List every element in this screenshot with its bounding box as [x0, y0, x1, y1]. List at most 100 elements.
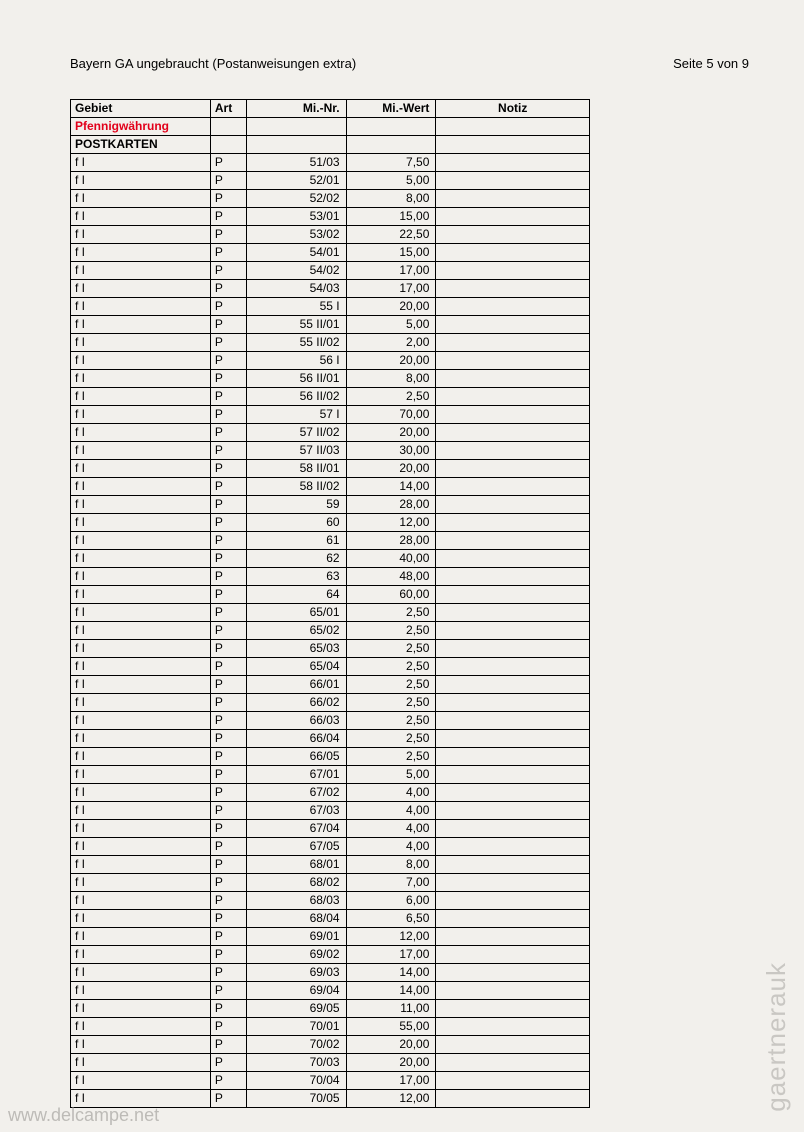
table-row: f IP55 II/015,00 — [71, 316, 590, 334]
cell-col-gebiet: f I — [71, 730, 211, 748]
cell-col-notiz — [436, 928, 590, 946]
cell-col-art: P — [210, 244, 246, 262]
cell-col-notiz — [436, 892, 590, 910]
table-row: f IP55 I20,00 — [71, 298, 590, 316]
table-row: f IP56 II/022,50 — [71, 388, 590, 406]
cell-col-gebiet: f I — [71, 190, 211, 208]
cell-col-art: P — [210, 802, 246, 820]
cell-col-notiz — [436, 262, 590, 280]
table-row: f IP57 II/0220,00 — [71, 424, 590, 442]
table-row: f IP69/0414,00 — [71, 982, 590, 1000]
cell-col-miwert: 2,50 — [346, 748, 436, 766]
table-row: f IP67/044,00 — [71, 820, 590, 838]
cell-col-gebiet: f I — [71, 370, 211, 388]
cell-col-gebiet: f I — [71, 226, 211, 244]
col-header-miwert: Mi.-Wert — [346, 100, 436, 118]
cell-col-minr: 69/03 — [246, 964, 346, 982]
table-body: Pfennigwährung POSTKARTEN f IP51/037,50f… — [71, 118, 590, 1108]
cell-col-miwert: 20,00 — [346, 460, 436, 478]
table-row: f IP56 II/018,00 — [71, 370, 590, 388]
cell-col-notiz — [436, 154, 590, 172]
cell-col-minr: 61 — [246, 532, 346, 550]
cell-col-art: P — [210, 910, 246, 928]
cell-col-art: P — [210, 388, 246, 406]
cell-col-notiz — [436, 1090, 590, 1108]
cell-col-art: P — [210, 658, 246, 676]
cell-col-notiz — [436, 352, 590, 370]
cell-col-minr: 65/04 — [246, 658, 346, 676]
cell-col-minr: 66/05 — [246, 748, 346, 766]
table-row: f IP68/046,50 — [71, 910, 590, 928]
cell-col-miwert: 14,00 — [346, 964, 436, 982]
cell-col-art: P — [210, 640, 246, 658]
cell-col-gebiet: f I — [71, 172, 211, 190]
table-row: f IP65/032,50 — [71, 640, 590, 658]
cell-col-gebiet: f I — [71, 784, 211, 802]
table-row: f IP53/0222,50 — [71, 226, 590, 244]
cell-col-minr: 59 — [246, 496, 346, 514]
cell-col-art: P — [210, 1000, 246, 1018]
cell-col-art: P — [210, 946, 246, 964]
cell-col-notiz — [436, 586, 590, 604]
cell-col-notiz — [436, 1018, 590, 1036]
cell-col-minr: 52/02 — [246, 190, 346, 208]
col-header-notiz: Notiz — [436, 100, 590, 118]
cell-col-notiz — [436, 676, 590, 694]
cell-col-miwert: 2,50 — [346, 694, 436, 712]
cell-col-gebiet: f I — [71, 1018, 211, 1036]
cell-col-notiz — [436, 766, 590, 784]
cell-col-notiz — [436, 784, 590, 802]
cell-col-miwert: 15,00 — [346, 244, 436, 262]
cell-col-minr: 68/02 — [246, 874, 346, 892]
table-row: f IP52/015,00 — [71, 172, 590, 190]
table-row: f IP68/027,00 — [71, 874, 590, 892]
cell-col-miwert: 7,50 — [346, 154, 436, 172]
cell-col-gebiet: f I — [71, 820, 211, 838]
cell-col-gebiet: f I — [71, 1036, 211, 1054]
cell-col-minr: 67/02 — [246, 784, 346, 802]
cell-col-miwert: 2,50 — [346, 730, 436, 748]
cell-col-notiz — [436, 406, 590, 424]
cell-col-art: P — [210, 370, 246, 388]
cell-col-miwert: 5,00 — [346, 766, 436, 784]
cell-col-art: P — [210, 586, 246, 604]
table-row: f IP57 I70,00 — [71, 406, 590, 424]
cell-col-minr: 57 I — [246, 406, 346, 424]
cell-col-gebiet: f I — [71, 334, 211, 352]
cell-col-minr: 54/03 — [246, 280, 346, 298]
cell-col-art: P — [210, 334, 246, 352]
table-row: f IP69/0511,00 — [71, 1000, 590, 1018]
table-row: f IP69/0112,00 — [71, 928, 590, 946]
cell-col-minr: 64 — [246, 586, 346, 604]
cell-col-gebiet: f I — [71, 766, 211, 784]
cell-col-minr: 57 II/03 — [246, 442, 346, 460]
cell-col-art: P — [210, 748, 246, 766]
cell-col-art: P — [210, 784, 246, 802]
cell-col-gebiet: f I — [71, 154, 211, 172]
cell-col-gebiet: f I — [71, 568, 211, 586]
cell-col-miwert: 70,00 — [346, 406, 436, 424]
cell-col-miwert: 20,00 — [346, 1036, 436, 1054]
cell-col-minr: 55 II/01 — [246, 316, 346, 334]
cell-col-art: P — [210, 172, 246, 190]
watermark-bottom: www.delcampe.net — [8, 1105, 159, 1126]
page-indicator: Seite 5 von 9 — [673, 56, 749, 71]
cell-col-gebiet: f I — [71, 244, 211, 262]
cell-col-notiz — [436, 244, 590, 262]
cell-col-miwert: 20,00 — [346, 298, 436, 316]
cell-col-gebiet: f I — [71, 316, 211, 334]
table-row: f IP70/0155,00 — [71, 1018, 590, 1036]
cell-col-art: P — [210, 712, 246, 730]
cell-col-art: P — [210, 964, 246, 982]
cell-col-gebiet: f I — [71, 982, 211, 1000]
cell-col-gebiet: f I — [71, 874, 211, 892]
cell-col-miwert: 2,00 — [346, 334, 436, 352]
cell-col-miwert: 14,00 — [346, 478, 436, 496]
cell-col-miwert: 17,00 — [346, 1072, 436, 1090]
cell-col-minr: 65/03 — [246, 640, 346, 658]
cell-col-notiz — [436, 478, 590, 496]
cell-col-notiz — [436, 910, 590, 928]
cell-col-miwert: 17,00 — [346, 946, 436, 964]
cell-col-gebiet: f I — [71, 910, 211, 928]
cell-col-miwert: 12,00 — [346, 928, 436, 946]
